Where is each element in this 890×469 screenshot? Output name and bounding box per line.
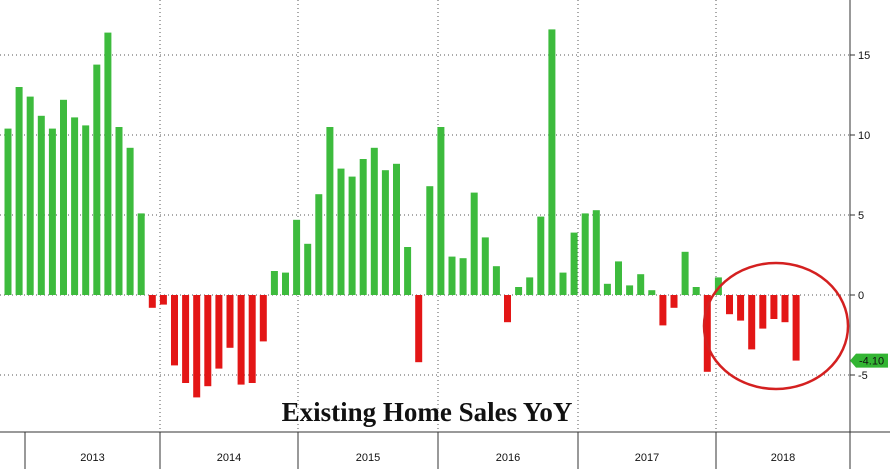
bar: [692, 287, 700, 295]
bar: [159, 295, 167, 305]
bar: [93, 64, 101, 295]
bar: [359, 159, 367, 295]
x-year-label: 2013: [80, 452, 104, 464]
bar: [459, 258, 467, 295]
x-year-label: 2018: [771, 452, 795, 464]
bar: [348, 176, 356, 295]
bar: [293, 219, 301, 295]
bar: [71, 117, 79, 296]
bar: [703, 295, 711, 372]
bar: [526, 277, 534, 295]
bar: [470, 192, 478, 295]
x-year-labels: 2013 2014 2015 2016 2017 2018: [24, 432, 851, 469]
bar: [492, 266, 500, 295]
bar: [204, 295, 212, 387]
bar: [681, 251, 689, 295]
bar: [770, 295, 778, 319]
bar: [215, 295, 223, 369]
x-year-label: 2017: [635, 452, 659, 464]
bar: [714, 277, 722, 295]
bar: [726, 295, 733, 315]
bar: [759, 295, 767, 329]
bar: [137, 213, 145, 295]
bar: [315, 194, 323, 295]
bar: [615, 261, 622, 295]
y-tick-label: 15: [858, 50, 870, 62]
axes: [0, 0, 890, 433]
bar: [193, 295, 201, 398]
last-value-badge: [850, 353, 888, 368]
bar: [515, 287, 523, 295]
y-tick-label: 5: [858, 210, 864, 222]
bar: [126, 147, 134, 295]
bar: [304, 243, 312, 295]
bar: [737, 295, 745, 321]
bar: [437, 127, 445, 295]
bar: [282, 272, 289, 295]
bar: [748, 295, 756, 350]
bar: [381, 170, 389, 295]
bar: [60, 99, 67, 295]
last-value-label: -4.10: [859, 356, 884, 368]
bar: [504, 295, 511, 323]
bar: [326, 127, 334, 295]
y-tick-label: -5: [858, 370, 868, 382]
bar: [148, 295, 156, 308]
bar: [481, 237, 489, 295]
x-year-label: 2014: [217, 452, 241, 464]
bar: [270, 271, 278, 295]
bar: [637, 274, 645, 295]
bar: [659, 295, 667, 326]
y-tick-label: 10: [858, 130, 870, 142]
bar: [670, 295, 678, 308]
bar: [792, 295, 800, 361]
bar: [370, 147, 378, 295]
y-tick-label: 0: [858, 290, 864, 302]
bar: [15, 87, 23, 295]
bar: [115, 127, 123, 295]
x-year-label: 2015: [356, 452, 380, 464]
bar: [26, 96, 34, 295]
bar: [537, 216, 545, 295]
bar: [648, 290, 656, 295]
bar: [603, 283, 611, 295]
bar: [448, 256, 456, 295]
bar: [37, 115, 45, 295]
y-tick-labels: -5 0 5 10 15: [850, 50, 870, 382]
bar: [393, 163, 400, 295]
x-year-label: 2016: [496, 452, 520, 464]
bar: [548, 29, 556, 296]
bar: [626, 285, 634, 295]
bar: [415, 295, 423, 363]
bar: [4, 128, 12, 295]
highlight-circle: [702, 261, 850, 391]
chart-title: Existing Home Sales YoY: [282, 397, 573, 427]
bar: [781, 295, 789, 323]
bar: [182, 295, 190, 383]
bar: [337, 168, 345, 295]
bar-series: [4, 29, 800, 398]
bar: [592, 210, 600, 295]
bar: [48, 128, 56, 295]
bar: [248, 295, 256, 383]
bar: [82, 125, 90, 296]
bar: [559, 272, 567, 295]
bar: [226, 295, 234, 348]
bar: [426, 186, 434, 295]
bar: [237, 295, 245, 385]
bar: [570, 232, 578, 295]
bar: [404, 247, 412, 295]
bar: [104, 32, 112, 295]
bar: [259, 295, 267, 342]
last-value-tag: -4.10: [850, 353, 888, 368]
bar: [171, 295, 178, 366]
bar: [581, 213, 589, 295]
